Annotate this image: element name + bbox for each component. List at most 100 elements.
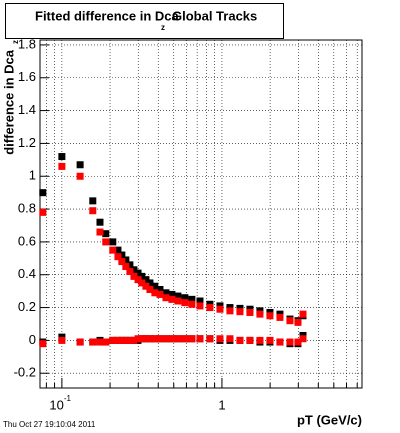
y-tick-label: 1.8 <box>18 36 36 51</box>
point <box>96 338 104 346</box>
point <box>142 282 150 290</box>
point <box>196 302 204 310</box>
point <box>96 228 104 236</box>
y-tick-label: 1 <box>29 168 36 183</box>
point <box>89 207 97 215</box>
point <box>122 256 130 264</box>
title-subscript: z <box>161 23 165 32</box>
point <box>206 304 214 312</box>
point <box>299 310 307 318</box>
point <box>138 335 146 343</box>
y-tick-label: 1.6 <box>18 69 36 84</box>
point <box>109 238 117 246</box>
point <box>114 336 122 344</box>
point <box>39 189 47 197</box>
y-tick-label: 0.4 <box>18 266 36 281</box>
point <box>126 267 134 275</box>
y-tick-label: -0.2 <box>14 365 36 380</box>
point <box>151 289 159 297</box>
point <box>226 335 234 343</box>
point <box>118 336 126 344</box>
point <box>146 335 154 343</box>
point <box>181 294 189 302</box>
point <box>109 246 117 254</box>
point <box>96 218 104 226</box>
x-tick-label: 1 <box>218 397 225 412</box>
point <box>226 307 234 315</box>
point <box>294 318 302 326</box>
point <box>188 335 196 343</box>
point <box>118 258 126 266</box>
point <box>181 335 189 343</box>
point <box>174 292 182 300</box>
point <box>142 276 150 284</box>
point <box>246 308 254 316</box>
y-label-subscript: z <box>11 40 20 44</box>
point <box>89 197 97 205</box>
point <box>76 172 84 180</box>
x-tick-exponent: -1 <box>64 394 72 403</box>
point <box>168 290 176 298</box>
point <box>39 340 47 348</box>
point <box>102 338 110 346</box>
point <box>114 246 122 254</box>
point <box>138 272 146 280</box>
point <box>138 279 146 287</box>
point <box>174 297 182 305</box>
point <box>76 161 84 169</box>
point <box>168 335 176 343</box>
y-tick-label: 1.2 <box>18 135 36 150</box>
point <box>294 338 302 346</box>
point <box>151 335 159 343</box>
point <box>236 336 244 344</box>
y-label: difference in Dca <box>1 49 16 155</box>
footer: Thu Oct 27 19:10:04 2011 <box>3 420 96 429</box>
point <box>142 335 150 343</box>
point <box>114 253 122 261</box>
point <box>39 208 47 216</box>
title-suffix: Global Tracks <box>172 8 257 23</box>
point <box>168 295 176 303</box>
point <box>236 308 244 316</box>
x-label: pT (GeV/c) <box>297 412 362 427</box>
point <box>188 295 196 303</box>
point <box>196 297 204 305</box>
point <box>276 313 284 321</box>
grid <box>40 40 362 388</box>
point <box>58 162 66 170</box>
point <box>266 336 274 344</box>
point <box>130 266 138 274</box>
point <box>266 312 274 320</box>
point <box>130 272 138 280</box>
point <box>188 300 196 308</box>
point <box>246 336 254 344</box>
point <box>58 153 66 161</box>
y-tick-label: 0 <box>29 332 36 347</box>
point <box>122 263 130 271</box>
y-tick-label: 1.4 <box>18 102 36 117</box>
point <box>156 290 164 298</box>
point <box>162 294 170 302</box>
point <box>89 338 97 346</box>
point <box>126 261 134 269</box>
point <box>102 238 110 246</box>
point <box>299 335 307 343</box>
point <box>130 336 138 344</box>
point <box>146 279 154 287</box>
point <box>216 305 224 313</box>
point <box>196 335 204 343</box>
y-tick-label: 0.8 <box>18 201 36 216</box>
y-tick-label: 0.6 <box>18 233 36 248</box>
point <box>156 335 164 343</box>
point <box>162 335 170 343</box>
point <box>122 336 130 344</box>
point <box>109 336 117 344</box>
chart-title: Fitted difference in Dca <box>35 8 180 23</box>
point <box>286 317 294 325</box>
point <box>76 338 84 346</box>
point <box>146 286 154 294</box>
y-tick-label: 0.2 <box>18 299 36 314</box>
title-box <box>5 3 284 39</box>
point <box>276 338 284 346</box>
